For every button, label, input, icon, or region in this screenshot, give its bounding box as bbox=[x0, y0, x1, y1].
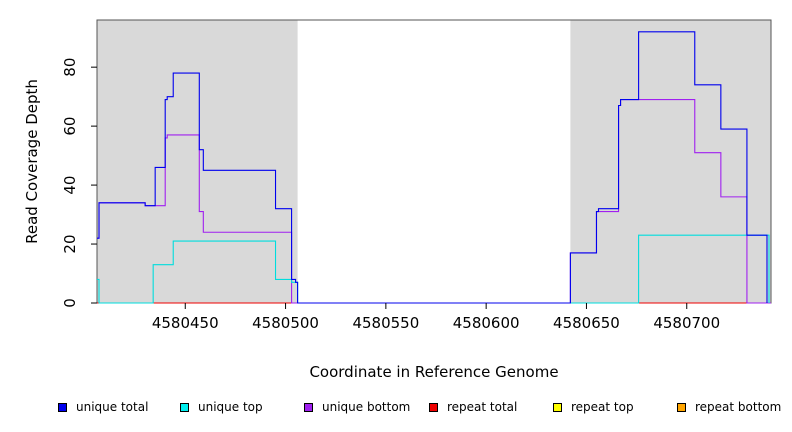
series-lines bbox=[97, 31, 771, 304]
legend-item-unique-top: unique top bbox=[180, 400, 263, 414]
legend-item-repeat-top: repeat top bbox=[553, 400, 634, 414]
y-tick-label: 40 bbox=[61, 176, 79, 195]
x-tick-label: 4580600 bbox=[453, 314, 520, 332]
x-tick-label: 4580700 bbox=[653, 314, 720, 332]
legend-swatch bbox=[58, 402, 67, 412]
legend-swatch bbox=[677, 402, 686, 412]
x-tick-label: 4580500 bbox=[252, 314, 319, 332]
x-tick-label: 4580550 bbox=[352, 314, 419, 332]
legend-label: unique total bbox=[76, 400, 149, 414]
legend-label: unique bottom bbox=[322, 400, 411, 414]
legend-swatch bbox=[429, 402, 438, 412]
x-tick-label: 4580650 bbox=[553, 314, 620, 332]
legend-item-unique-bottom: unique bottom bbox=[304, 400, 410, 414]
coverage-chart: 4580450 4580500 4580550 4580600 4580650 45807… bbox=[23, 19, 772, 381]
x-axis-title: Coordinate in Reference Genome bbox=[309, 363, 558, 381]
legend-swatch bbox=[304, 402, 313, 412]
legend-item-repeat-total: repeat total bbox=[429, 400, 517, 414]
x-tick-label: 4580450 bbox=[152, 314, 219, 332]
legend-label: unique top bbox=[198, 400, 263, 414]
legend-item-repeat-bottom: repeat bottom bbox=[677, 400, 781, 414]
legend-label: repeat total bbox=[447, 400, 518, 414]
legend-label: repeat top bbox=[571, 400, 634, 414]
legend-swatch bbox=[180, 402, 189, 412]
y-tick-label: 80 bbox=[61, 58, 79, 77]
y-tick-label: 0 bbox=[61, 298, 79, 308]
legend-label: repeat bottom bbox=[695, 400, 782, 414]
shaded-region bbox=[570, 20, 771, 303]
series-line-unique-total bbox=[97, 31, 768, 304]
legend-swatch bbox=[553, 402, 562, 412]
legend-item-unique-total: unique total bbox=[58, 400, 148, 414]
shaded-region bbox=[97, 20, 298, 303]
x-axis: 4580450 4580500 4580550 4580600 4580650 45807… bbox=[152, 303, 720, 332]
y-axis: 0 20 40 60 80 bbox=[61, 58, 97, 308]
y-tick-label: 20 bbox=[61, 234, 79, 253]
shaded-regions bbox=[97, 20, 771, 303]
y-axis-title: Read Coverage Depth bbox=[23, 79, 41, 244]
legend: unique total unique top unique bottom re… bbox=[0, 400, 792, 418]
y-tick-label: 60 bbox=[61, 117, 79, 136]
